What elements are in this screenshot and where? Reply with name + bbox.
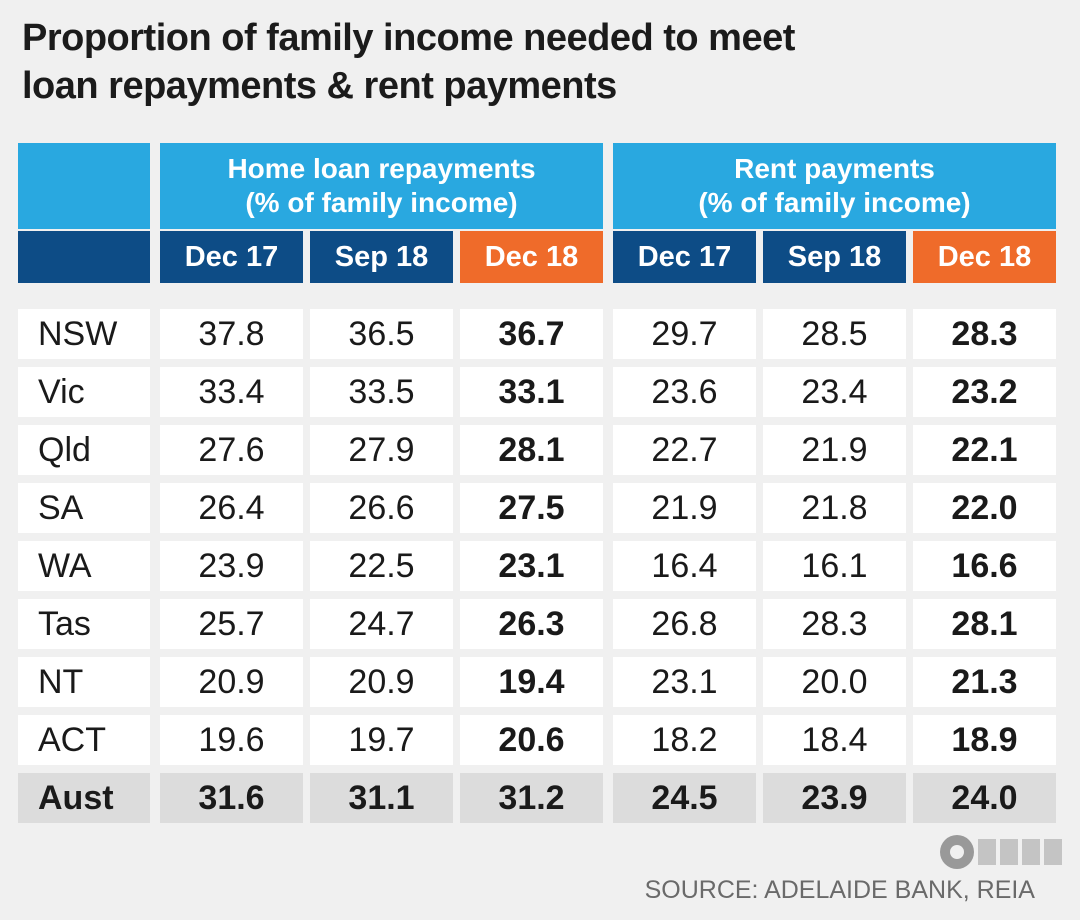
row-label-sa: SA	[18, 483, 150, 533]
table-cell: 23.2	[913, 367, 1056, 417]
watermark-icon	[940, 835, 974, 869]
header-corner-top	[18, 143, 150, 229]
table-cell: 26.6	[310, 483, 453, 533]
table-cell: 31.1	[310, 773, 453, 823]
table-cell: 20.0	[763, 657, 906, 707]
row-label-wa: WA	[18, 541, 150, 591]
title-line-1: Proportion of family income needed to me…	[22, 17, 795, 59]
watermark-logo	[940, 832, 1070, 872]
table-cell: 21.9	[763, 425, 906, 475]
group-title-line-1: Rent payments	[734, 153, 935, 184]
table-cell: 29.7	[613, 309, 756, 359]
table-cell: 26.8	[613, 599, 756, 649]
table-cell: 31.2	[460, 773, 603, 823]
table-cell: 23.9	[763, 773, 906, 823]
table-cell: 22.7	[613, 425, 756, 475]
table-cell: 23.4	[763, 367, 906, 417]
table-cell: 37.8	[160, 309, 303, 359]
table-cell: 19.6	[160, 715, 303, 765]
period-header: Dec 17	[613, 231, 756, 283]
table-cell: 22.5	[310, 541, 453, 591]
table-cell: 19.7	[310, 715, 453, 765]
row-label-aust: Aust	[18, 773, 150, 823]
period-header: Dec 18	[460, 231, 603, 283]
row-label-nt: NT	[18, 657, 150, 707]
table-cell: 18.2	[613, 715, 756, 765]
table-cell: 19.4	[460, 657, 603, 707]
table-cell: 22.0	[913, 483, 1056, 533]
table-cell: 27.9	[310, 425, 453, 475]
table-cell: 28.1	[913, 599, 1056, 649]
table-cell: 20.6	[460, 715, 603, 765]
table-cell: 36.7	[460, 309, 603, 359]
table-cell: 27.6	[160, 425, 303, 475]
table-cell: 16.4	[613, 541, 756, 591]
table-cell: 23.9	[160, 541, 303, 591]
watermark-mark	[978, 839, 1066, 865]
table-cell: 23.1	[613, 657, 756, 707]
table-cell: 24.5	[613, 773, 756, 823]
group-title-line-1: Home loan repayments	[227, 153, 536, 184]
table-cell: 33.5	[310, 367, 453, 417]
table-cell: 28.3	[763, 599, 906, 649]
header-corner-bottom	[18, 231, 150, 283]
group-title-line-2: (% of family income)	[698, 187, 971, 218]
period-header: Sep 18	[763, 231, 906, 283]
table-cell: 28.1	[460, 425, 603, 475]
table-cell: 24.0	[913, 773, 1056, 823]
table-cell: 25.7	[160, 599, 303, 649]
table-cell: 21.3	[913, 657, 1056, 707]
table-cell: 20.9	[160, 657, 303, 707]
title-line-2: loan repayments & rent payments	[22, 65, 617, 107]
table-cell: 21.9	[613, 483, 756, 533]
table-cell: 16.1	[763, 541, 906, 591]
table-cell: 24.7	[310, 599, 453, 649]
row-label-qld: Qld	[18, 425, 150, 475]
period-header: Dec 18	[913, 231, 1056, 283]
row-label-act: ACT	[18, 715, 150, 765]
period-header: Dec 17	[160, 231, 303, 283]
chart-title: Proportion of family income needed to me…	[22, 14, 1042, 110]
table-cell: 33.4	[160, 367, 303, 417]
table-cell: 21.8	[763, 483, 906, 533]
table-cell: 26.4	[160, 483, 303, 533]
group-header-rent: Rent payments (% of family income)	[613, 143, 1056, 229]
table-cell: 23.1	[460, 541, 603, 591]
row-label-nsw: NSW	[18, 309, 150, 359]
table-cell: 31.6	[160, 773, 303, 823]
group-header-home-loan: Home loan repayments (% of family income)	[160, 143, 603, 229]
table-cell: 20.9	[310, 657, 453, 707]
period-header: Sep 18	[310, 231, 453, 283]
table-cell: 18.4	[763, 715, 906, 765]
table-cell: 16.6	[913, 541, 1056, 591]
row-label-tas: Tas	[18, 599, 150, 649]
row-label-vic: Vic	[18, 367, 150, 417]
table-cell: 28.5	[763, 309, 906, 359]
table-cell: 26.3	[460, 599, 603, 649]
table-cell: 33.1	[460, 367, 603, 417]
table-cell: 36.5	[310, 309, 453, 359]
table-cell: 18.9	[913, 715, 1056, 765]
table-cell: 23.6	[613, 367, 756, 417]
source-note: SOURCE: ADELAIDE BANK, REIA	[644, 876, 1035, 904]
table-cell: 27.5	[460, 483, 603, 533]
table-cell: 22.1	[913, 425, 1056, 475]
table-cell: 28.3	[913, 309, 1056, 359]
group-title-line-2: (% of family income)	[245, 187, 518, 218]
